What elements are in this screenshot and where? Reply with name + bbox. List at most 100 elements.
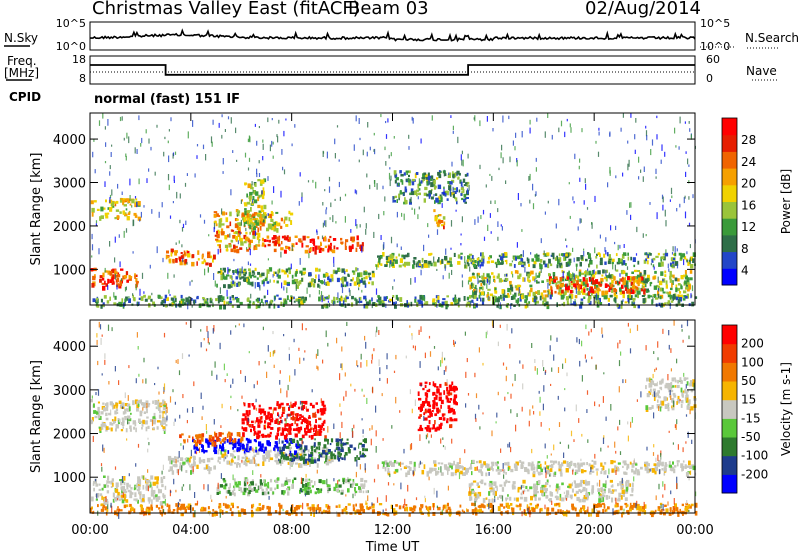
power-echo-band xyxy=(433,209,446,230)
power-colorbar-tick-label: 16 xyxy=(741,198,756,212)
power-colorbar-tick-label: 24 xyxy=(741,155,756,169)
y-tick-label: 2000 xyxy=(53,428,86,443)
power-colorbar-frame xyxy=(721,117,738,286)
power-colorbar-tick-label: 28 xyxy=(741,133,756,147)
power-colorbar-segment xyxy=(722,184,737,202)
nsky-tick-low: 10^0 xyxy=(56,40,86,53)
power-frame xyxy=(89,112,696,306)
nsky-tick-high: 10^5 xyxy=(56,17,86,30)
x-tick-label: 08:00 xyxy=(273,523,310,538)
velocity-colorbar-tick-label: -15 xyxy=(741,411,761,425)
velocity-echo-band xyxy=(91,475,167,506)
power-colorbar-label: Power [dB] xyxy=(779,169,793,234)
velocity-echo-band xyxy=(217,446,334,468)
y-tick-label: 3000 xyxy=(53,177,86,192)
y-tick-label: 4000 xyxy=(53,340,86,355)
x-tick-label: 16:00 xyxy=(475,523,512,538)
velocity-echo-band xyxy=(417,381,458,433)
velocity-colorbar-segment xyxy=(722,455,737,475)
x-tick-label: 00:00 xyxy=(71,523,108,538)
freq-tick-low: 8 xyxy=(79,72,86,85)
velocity-echo-band xyxy=(216,477,369,497)
velocity-echo-band xyxy=(241,400,327,440)
power-colorbar-tick-label: 8 xyxy=(741,242,749,256)
freq-strip-frame xyxy=(89,55,696,85)
power-colorbar-segment xyxy=(722,234,737,253)
power-echo-band xyxy=(90,267,139,291)
power-echo-band xyxy=(261,235,364,255)
velocity-heatmap xyxy=(90,320,698,519)
nsky-label: N.Sky xyxy=(4,31,39,45)
power-heatmap xyxy=(90,113,698,310)
power-colorbar-segment xyxy=(722,134,737,152)
power-colorbar-segment xyxy=(722,118,737,136)
power-echo-band xyxy=(392,170,470,205)
x-axis-label: Time UT xyxy=(365,540,419,554)
y-tick-label: 3000 xyxy=(53,384,86,399)
y-tick-label: 2000 xyxy=(53,220,86,235)
power-echo-band xyxy=(375,252,696,270)
cpid-value: normal (fast) 151 IF xyxy=(94,92,241,107)
power-echo-band xyxy=(90,197,142,221)
power-echo-band xyxy=(213,209,262,254)
power-echo-band xyxy=(241,178,267,231)
nave-label: Nave xyxy=(746,64,777,78)
velocity-echo-band xyxy=(381,459,697,478)
y-tick-label: 4000 xyxy=(53,133,86,148)
velocity-colorbar-segment xyxy=(722,437,737,457)
x-tick-label: 20:00 xyxy=(575,523,612,538)
x-tick-label: 00:00 xyxy=(676,523,713,538)
velocity-echo-band xyxy=(90,399,168,434)
velocity-colorbar-segment xyxy=(722,418,737,438)
velocity-echo-band xyxy=(279,438,368,465)
power-colorbar-segment xyxy=(722,268,737,286)
velocity-echo-band xyxy=(468,479,634,504)
velocity-colorbar-segment xyxy=(722,474,737,494)
velocity-echo-band xyxy=(179,431,244,447)
freq-tick-high: 18 xyxy=(72,53,86,66)
y-tick-label: 1000 xyxy=(53,471,86,486)
velocity-colorbar-tick-label: -200 xyxy=(741,467,768,481)
nave-tick-low: 0 xyxy=(706,72,713,85)
power-colorbar-tick-label: 4 xyxy=(741,263,749,277)
power-colorbar-segment xyxy=(722,168,737,186)
velocity-colorbar-tick-label: 200 xyxy=(741,337,764,351)
velocity-colorbar-segment xyxy=(722,362,737,382)
x-tick-label: 12:00 xyxy=(374,523,411,538)
velocity-echo-band xyxy=(167,455,216,475)
velocity-colorbar-segment xyxy=(722,325,737,345)
power-colorbar-tick-label: 20 xyxy=(741,177,756,191)
velocity-echo-band xyxy=(90,502,698,518)
nave-tick-high: 60 xyxy=(706,53,720,66)
nsky-line xyxy=(90,28,696,43)
freq-label-2: [MHz] xyxy=(4,66,40,80)
power-colorbar-segment xyxy=(722,201,737,219)
velocity-colorbar-tick-label: -50 xyxy=(741,430,761,444)
frequency-line xyxy=(90,64,695,76)
velocity-colorbar-segment xyxy=(722,399,737,419)
velocity-colorbar-tick-label: 100 xyxy=(741,355,764,369)
velocity-colorbar-segment xyxy=(722,343,737,363)
nsearch-label: N.Search xyxy=(745,31,800,45)
power-colorbar-segment xyxy=(722,151,737,169)
power-echo-band xyxy=(216,267,375,289)
velocity-colorbar-segment xyxy=(722,381,737,401)
power-colorbar-segment xyxy=(722,251,737,269)
freq-label-1: Freq. xyxy=(7,54,37,68)
power-ylabel: Slant Range [km] xyxy=(29,153,44,266)
velocity-echo-band xyxy=(645,377,697,412)
power-echo-band xyxy=(165,248,216,267)
power-colorbar-segment xyxy=(722,218,737,236)
nsky-strip-frame xyxy=(89,21,696,51)
power-echo-band xyxy=(548,276,646,296)
velocity-colorbar-frame xyxy=(721,324,738,494)
power-colorbar-tick-label: 12 xyxy=(741,220,756,234)
date-title: 02/Aug/2014 xyxy=(585,0,701,19)
velocity-colorbar-tick-label: 50 xyxy=(741,374,756,388)
station-title: Christmas Valley East (fitACF) xyxy=(92,0,360,19)
velocity-colorbar-label: Velocity [m s-1] xyxy=(779,362,793,456)
velocity-ylabel: Slant Range [km] xyxy=(29,360,44,473)
beam-title: Beam 03 xyxy=(348,0,429,19)
velocity-colorbar-tick-label: 15 xyxy=(741,393,756,407)
